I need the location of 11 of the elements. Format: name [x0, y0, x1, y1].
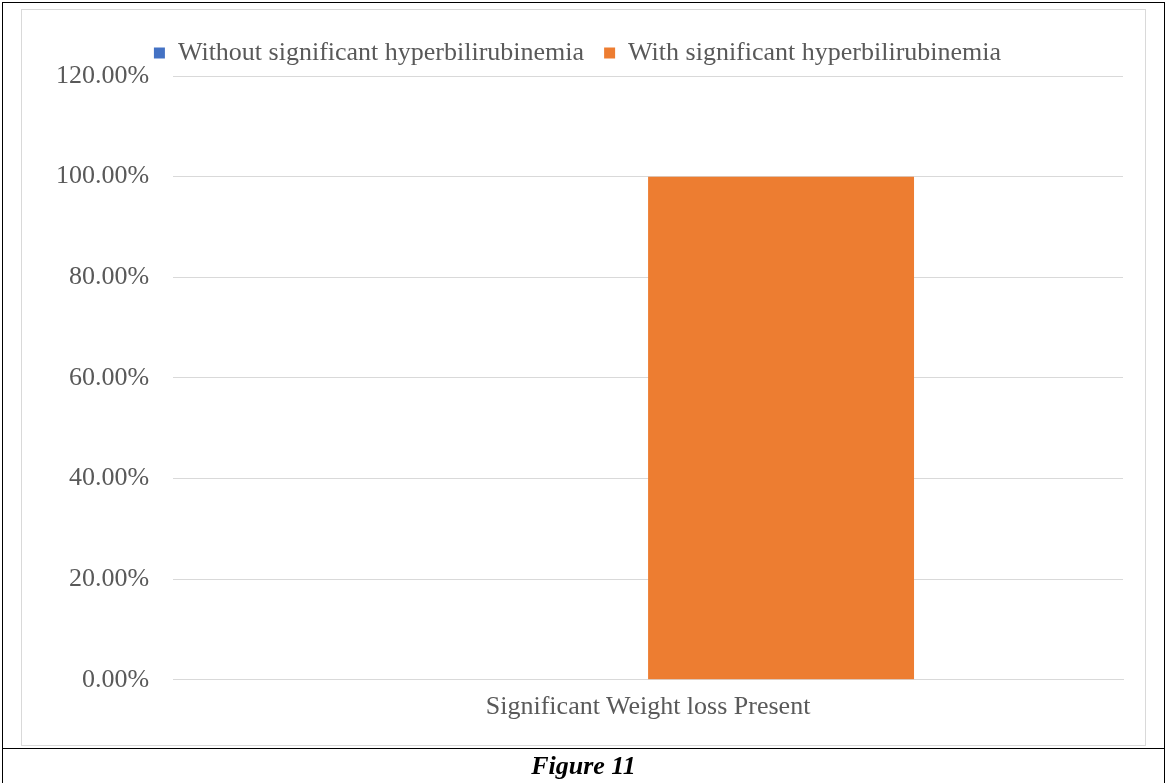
legend-label: With significant hyperbilirubinemia	[628, 36, 1002, 66]
y-tick-label: 0.00%	[81, 663, 150, 693]
legend-label: Without significant hyperbilirubinemia	[177, 36, 585, 66]
y-tick-label: 80.00%	[68, 261, 150, 291]
y-tick-label: 20.00%	[68, 562, 150, 592]
x-tick-label: Significant Weight loss Present	[485, 691, 812, 721]
y-tick-label: 100.00%	[55, 160, 150, 190]
y-tick-label: 120.00%	[55, 59, 150, 89]
caption: Figure 11	[530, 750, 637, 782]
y-tick-label: 60.00%	[68, 361, 150, 391]
y-tick-label: 40.00%	[68, 462, 150, 492]
